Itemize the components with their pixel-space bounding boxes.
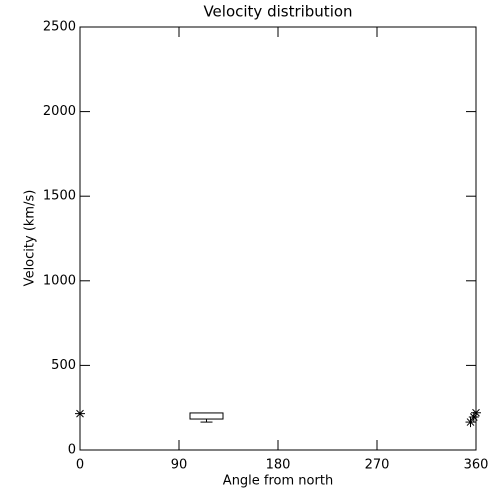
y-tick-label: 2500 xyxy=(43,20,76,35)
point xyxy=(468,412,479,423)
chart-title: Velocity distribution xyxy=(203,3,352,21)
y-tick-label: 2000 xyxy=(43,104,76,119)
x-tick-label: 180 xyxy=(266,458,291,473)
plot-frame xyxy=(79,26,477,451)
box xyxy=(189,412,224,420)
point xyxy=(471,407,481,418)
x-tick-label: 90 xyxy=(171,458,188,473)
y-tick-label: 1500 xyxy=(43,189,76,204)
x-tick-label: 360 xyxy=(464,458,489,473)
y-tick-label: 0 xyxy=(68,443,76,458)
y-tick-label: 500 xyxy=(51,358,76,373)
x-tick-label: 0 xyxy=(76,458,84,473)
point xyxy=(75,408,85,419)
point xyxy=(465,417,476,428)
y-tick-label: 1000 xyxy=(43,273,76,288)
y-axis-label: Velocity (km/s) xyxy=(23,190,38,287)
x-tick-label: 270 xyxy=(365,458,390,473)
x-axis-label: Angle from north xyxy=(223,474,333,489)
